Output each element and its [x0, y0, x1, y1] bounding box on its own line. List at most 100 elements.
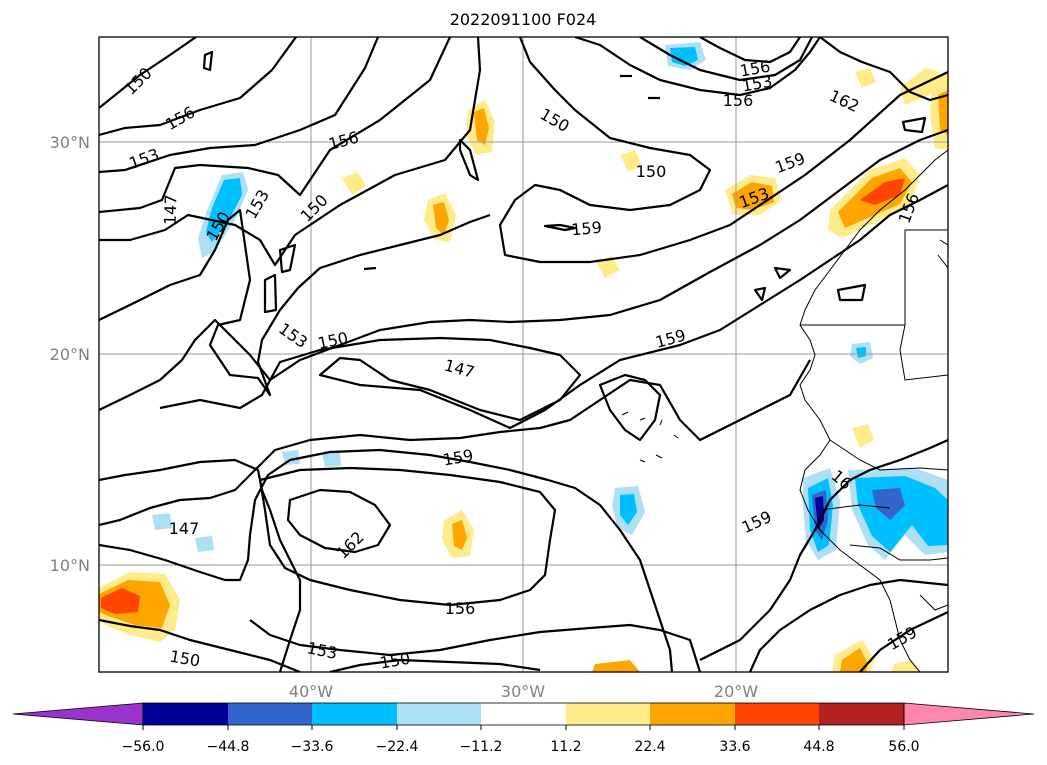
colorbar-bin-9	[819, 703, 904, 725]
contour-c	[99, 37, 380, 174]
clabel-14: 150	[636, 162, 667, 181]
colorbar-bin-2	[228, 703, 312, 725]
contour-iso-1	[458, 138, 480, 182]
pos-patch-3-core	[433, 202, 449, 235]
lon-label-20w: 20°W	[714, 682, 758, 701]
cb-tick-label: 44.8	[803, 739, 834, 755]
islands-cape-verde	[621, 411, 679, 463]
contour-e	[99, 37, 482, 267]
colorbar-ticks	[142, 725, 905, 730]
contour-n	[258, 466, 557, 607]
contour-j	[99, 458, 302, 672]
contour-x	[819, 37, 948, 102]
coast-africa	[799, 149, 948, 672]
border-2	[899, 324, 948, 381]
contour-q	[329, 658, 541, 672]
colorbar-extend-high	[903, 702, 1035, 726]
clabel-15: 156	[723, 91, 754, 110]
contour-iso-4	[202, 50, 214, 72]
pos-patch-15	[855, 68, 876, 88]
border-3	[829, 439, 948, 471]
shaded-anomalies	[99, 42, 948, 672]
contour-o	[286, 488, 392, 554]
colorbar-bin-8	[735, 703, 819, 725]
contour-iso-8	[901, 116, 927, 134]
neg-patch-7	[152, 513, 172, 530]
contour-l	[99, 448, 674, 672]
pos-patch-12	[596, 256, 620, 278]
cb-tick-label: 56.0	[888, 739, 919, 755]
neg-patch-8	[195, 536, 214, 552]
colorbar: −56.0 −44.8 −33.6 −22.4 −11.2 11.2 22.4 …	[12, 702, 1035, 755]
border-1	[800, 229, 948, 326]
contour-iso-7	[836, 283, 867, 302]
contour-f	[498, 37, 948, 264]
contour-y	[598, 373, 662, 442]
lon-labels: 40°W 30°W 20°W	[289, 682, 758, 701]
gridlines	[99, 37, 948, 672]
cb-tick-label: 22.4	[634, 739, 665, 755]
contour-d	[99, 37, 451, 214]
pos-patch-7-core	[938, 90, 948, 135]
colorbar-bin-4	[397, 703, 481, 725]
contour-h	[99, 128, 948, 411]
border-4	[819, 504, 891, 511]
colorbar-bin-5	[481, 703, 566, 725]
cb-tick-label: 33.6	[719, 739, 750, 755]
contour-g	[99, 208, 491, 397]
cb-tick-label: 11.2	[550, 739, 581, 755]
lat-label-10n: 10°N	[50, 556, 90, 575]
pos-patch-9-core	[840, 648, 868, 672]
clabel-13: 159	[570, 218, 602, 240]
pos-patch-16	[892, 660, 918, 672]
contour-a	[99, 37, 197, 109]
border-6	[937, 239, 948, 269]
neg-patch-2-core	[670, 47, 698, 66]
neg-patch-5-deep	[872, 488, 905, 520]
lat-label-30n: 30°N	[50, 133, 90, 152]
contour-z	[543, 223, 577, 232]
neg-patch-1-core	[206, 178, 242, 242]
lat-label-20n: 20°N	[50, 345, 90, 364]
contour-i	[159, 184, 948, 430]
map-title: 2022091100 F024	[450, 10, 597, 29]
contour-t	[859, 611, 948, 672]
pos-patch-6-core	[860, 178, 905, 205]
contour-s	[748, 578, 948, 672]
map-frame	[98, 36, 949, 673]
neg-patch-3-core	[620, 494, 637, 525]
neg-patch-10	[322, 452, 341, 467]
contour-w	[699, 37, 801, 64]
cb-tick-label: −44.8	[207, 739, 250, 755]
clabel-4: 147	[160, 194, 180, 225]
contour-iso-3	[263, 273, 278, 314]
colorbar-extend-low	[12, 702, 144, 726]
colorbar-bin-3	[312, 703, 397, 725]
cb-tick-label: −11.2	[460, 739, 503, 755]
cb-tick-label: −56.0	[122, 739, 165, 755]
pos-patch-14	[852, 424, 874, 448]
contour-u	[574, 37, 821, 97]
pos-patch-1-core	[101, 588, 140, 614]
pos-patch-4-core	[452, 520, 467, 550]
neg-patch-4-deep	[815, 496, 824, 530]
lon-label-40w: 40°W	[289, 682, 333, 701]
contour-v	[639, 37, 813, 82]
contour-p	[249, 619, 702, 672]
border-5	[849, 544, 948, 561]
pos-patch-11	[342, 172, 366, 195]
cb-tick-label: −33.6	[291, 739, 334, 755]
clabel-24: 147	[169, 519, 200, 538]
colorbar-bin-6	[566, 703, 650, 725]
coastlines	[621, 149, 948, 672]
clabel-25: 156	[445, 599, 476, 618]
colorbar-bin-1	[143, 703, 228, 725]
pos-patch-10	[592, 660, 640, 672]
contours	[99, 37, 948, 672]
lon-label-30w: 30°W	[501, 682, 545, 701]
colorbar-frame	[142, 702, 905, 726]
contour-iso-11	[363, 266, 377, 271]
contour-k	[99, 359, 811, 527]
border-7	[919, 594, 948, 611]
